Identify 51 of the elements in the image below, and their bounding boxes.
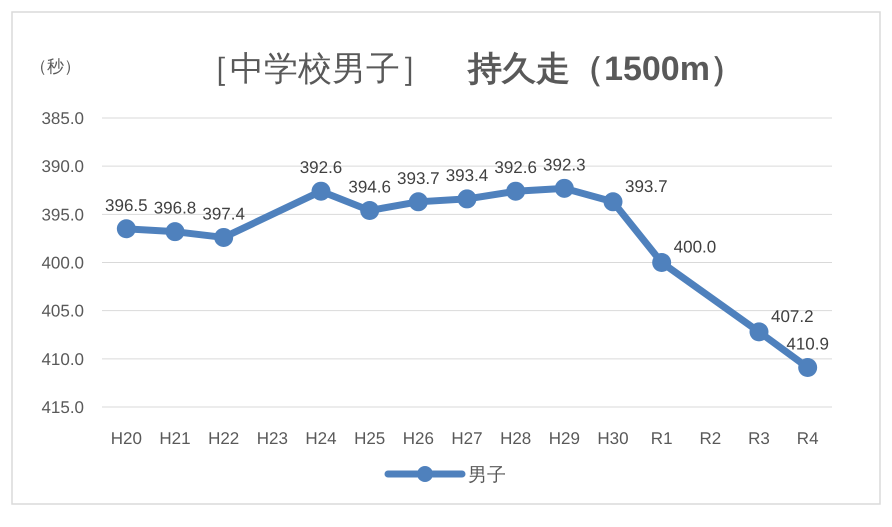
point: [750, 322, 768, 342]
point: [360, 200, 380, 220]
x-tick-label: H28: [500, 429, 532, 448]
point: [604, 192, 622, 212]
data-label: 393.7: [397, 168, 440, 188]
x-tick-label: H27: [451, 429, 483, 448]
chart-title: ［中学校男子］ 持久走（1500m）: [196, 50, 744, 88]
data-label: 396.5: [105, 196, 148, 215]
point: [798, 358, 818, 378]
y-axis-title: （秒）: [30, 57, 81, 76]
data-label: 392.6: [494, 158, 537, 178]
point: [166, 222, 184, 242]
x-tick-label: R3: [748, 429, 770, 448]
x-tick-label: R1: [650, 429, 673, 448]
x-tick-label: R2: [699, 429, 722, 448]
x-tick-label: H22: [208, 429, 240, 448]
point: [214, 228, 234, 247]
x-tick-label: H30: [597, 429, 629, 448]
point: [652, 253, 672, 272]
point: [312, 182, 330, 201]
data-label: 396.8: [154, 198, 196, 218]
x-tick-label: H25: [354, 429, 386, 448]
x-tick-label: H29: [548, 429, 580, 448]
legend-label: 男子: [468, 465, 506, 486]
point: [554, 178, 574, 198]
y-tick-label: 385.0: [41, 109, 84, 128]
data-label: 400.0: [674, 238, 716, 256]
y-tick-label: 390.0: [41, 157, 84, 176]
x-tick-label: H21: [159, 429, 191, 448]
y-tick-label: 415.0: [41, 398, 84, 417]
x-tick-label: H23: [256, 429, 288, 448]
data-label: 393.4: [446, 166, 488, 185]
point: [116, 219, 136, 238]
x-tick-label: R4: [796, 429, 819, 448]
data-label: 394.6: [348, 177, 391, 196]
y-tick-label: 400.0: [41, 254, 84, 272]
data-label: 407.2: [771, 306, 814, 326]
x-tick-label: H20: [110, 429, 142, 448]
y-tick-label: 405.0: [41, 302, 84, 321]
point: [408, 192, 428, 212]
x-tick-label: H26: [402, 429, 434, 448]
data-label: 392.3: [543, 155, 586, 174]
data-label: 410.9: [786, 334, 829, 354]
data-label: 393.7: [625, 176, 668, 196]
point: [506, 182, 526, 201]
data-label: 397.4: [202, 204, 245, 224]
x-tick-label: H24: [305, 429, 337, 448]
y-tick-label: 395.0: [41, 205, 84, 224]
y-tick-label: 410.0: [41, 350, 84, 369]
point: [458, 189, 476, 208]
data-label: 392.6: [300, 158, 342, 178]
